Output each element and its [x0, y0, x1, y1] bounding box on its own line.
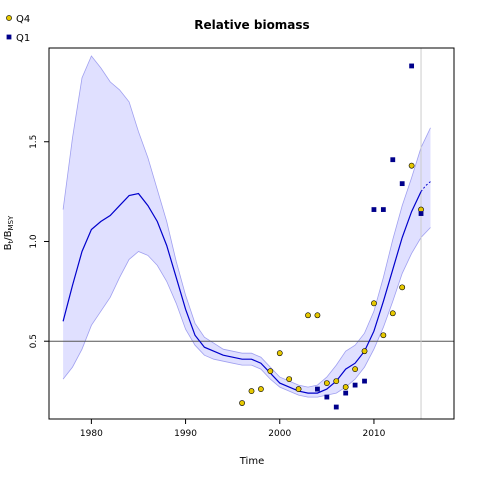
x-axis-title: Time — [239, 456, 264, 467]
x-tick-label: 2000 — [268, 429, 291, 439]
q1-point — [409, 63, 415, 69]
q4-point — [389, 310, 396, 317]
legend-label-q4: Q4 — [16, 14, 30, 25]
q4-point — [333, 378, 340, 385]
band-upper-edge — [62, 55, 431, 388]
y-axis-title-sub2: MSY — [7, 215, 15, 230]
legend-marker-q1 — [6, 34, 12, 40]
q1-point — [362, 378, 367, 384]
q4-point — [352, 366, 359, 373]
q1-point — [352, 382, 358, 388]
q4-point — [314, 312, 321, 319]
q4-point — [371, 300, 377, 307]
q1-point — [399, 181, 405, 187]
plot-area — [49, 48, 454, 419]
q4-point — [342, 384, 349, 390]
median-line — [62, 191, 422, 394]
y-tick-label: 0.5 — [29, 334, 39, 348]
axes: 1980 1990 2000 2010 0.5 1.0 1.5 — [29, 135, 386, 439]
x-tick-label: 1990 — [174, 429, 197, 439]
q1-point — [315, 386, 320, 392]
y-tick-label: 1.0 — [29, 234, 39, 249]
q4-point — [295, 386, 302, 392]
q4-point — [408, 162, 415, 169]
y-axis-title-sub1: t — [7, 240, 15, 243]
q4-point — [323, 380, 330, 386]
y-axis-title: Bt/BMSY — [3, 215, 15, 250]
credible-band — [63, 56, 431, 398]
legend: Q4 Q1 — [6, 14, 30, 44]
q1-point — [371, 207, 377, 212]
plot-title: Relative biomass — [194, 18, 309, 32]
legend-marker-q4 — [6, 15, 12, 21]
x-tick-label: 2010 — [362, 429, 385, 439]
q1-point — [418, 211, 424, 216]
q4-point — [267, 368, 274, 375]
y-axis-title-mid: /B — [3, 230, 14, 240]
q4-point — [305, 312, 311, 319]
q4-point — [361, 348, 368, 355]
q4-point — [248, 388, 255, 394]
q1-point — [380, 207, 386, 212]
x-tick-label: 1980 — [80, 429, 103, 439]
q1-point — [333, 404, 339, 410]
q4-point — [258, 386, 264, 392]
q4-point — [239, 400, 245, 406]
q4-point — [286, 376, 293, 383]
q4-point — [276, 350, 283, 357]
y-axis-title-main: B — [3, 243, 14, 250]
q1-point — [390, 157, 396, 163]
q1-point — [324, 394, 330, 400]
y-tick-label: 1.5 — [29, 135, 39, 149]
legend-label-q1: Q1 — [16, 33, 30, 44]
band-lower-edge — [62, 227, 431, 398]
q4-point — [399, 284, 406, 291]
q1-point — [343, 390, 349, 396]
q4-point — [380, 332, 387, 339]
